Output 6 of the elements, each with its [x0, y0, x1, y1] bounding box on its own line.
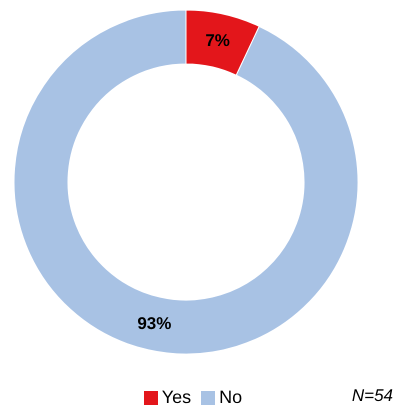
text: N=54 [352, 386, 393, 406]
legend-label: Yes [162, 387, 192, 407]
legend-label: No [219, 387, 242, 407]
donut-slice [14, 10, 358, 354]
data-label: 7% [205, 30, 230, 50]
data-label: 93% [137, 314, 172, 334]
